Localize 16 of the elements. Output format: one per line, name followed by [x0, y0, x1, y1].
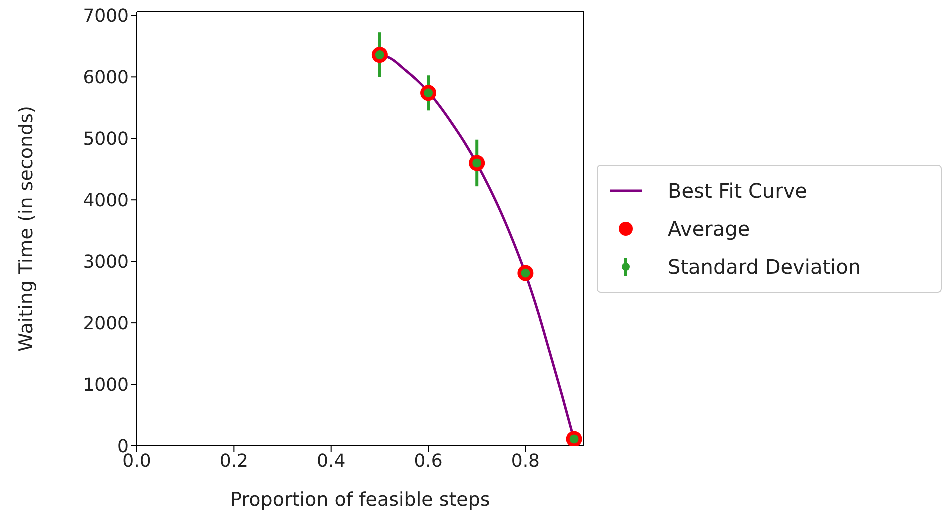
legend-label: Average — [668, 217, 750, 241]
legend-label: Best Fit Curve — [668, 179, 808, 203]
x-axis-title: Proportion of feasible steps — [230, 489, 490, 511]
y-tick-label: 6000 — [83, 68, 129, 89]
y-tick-label: 7000 — [83, 6, 129, 28]
x-tick-label: 0.4 — [317, 450, 346, 472]
legend-label: Standard Deviation — [668, 255, 862, 279]
y-tick-label: 1000 — [83, 374, 129, 396]
y-tick-label: 5000 — [83, 129, 129, 150]
y-tick-label: 2000 — [83, 313, 129, 334]
y-axis-title: Waiting Time (in seconds) — [16, 106, 38, 352]
x-tick-label: 0.6 — [414, 450, 443, 472]
y-tick-label: 3000 — [83, 252, 129, 273]
x-tick-label: 0.8 — [511, 450, 540, 472]
y-tick-label: 4000 — [83, 190, 129, 212]
x-tick-label: 0.2 — [220, 450, 248, 472]
